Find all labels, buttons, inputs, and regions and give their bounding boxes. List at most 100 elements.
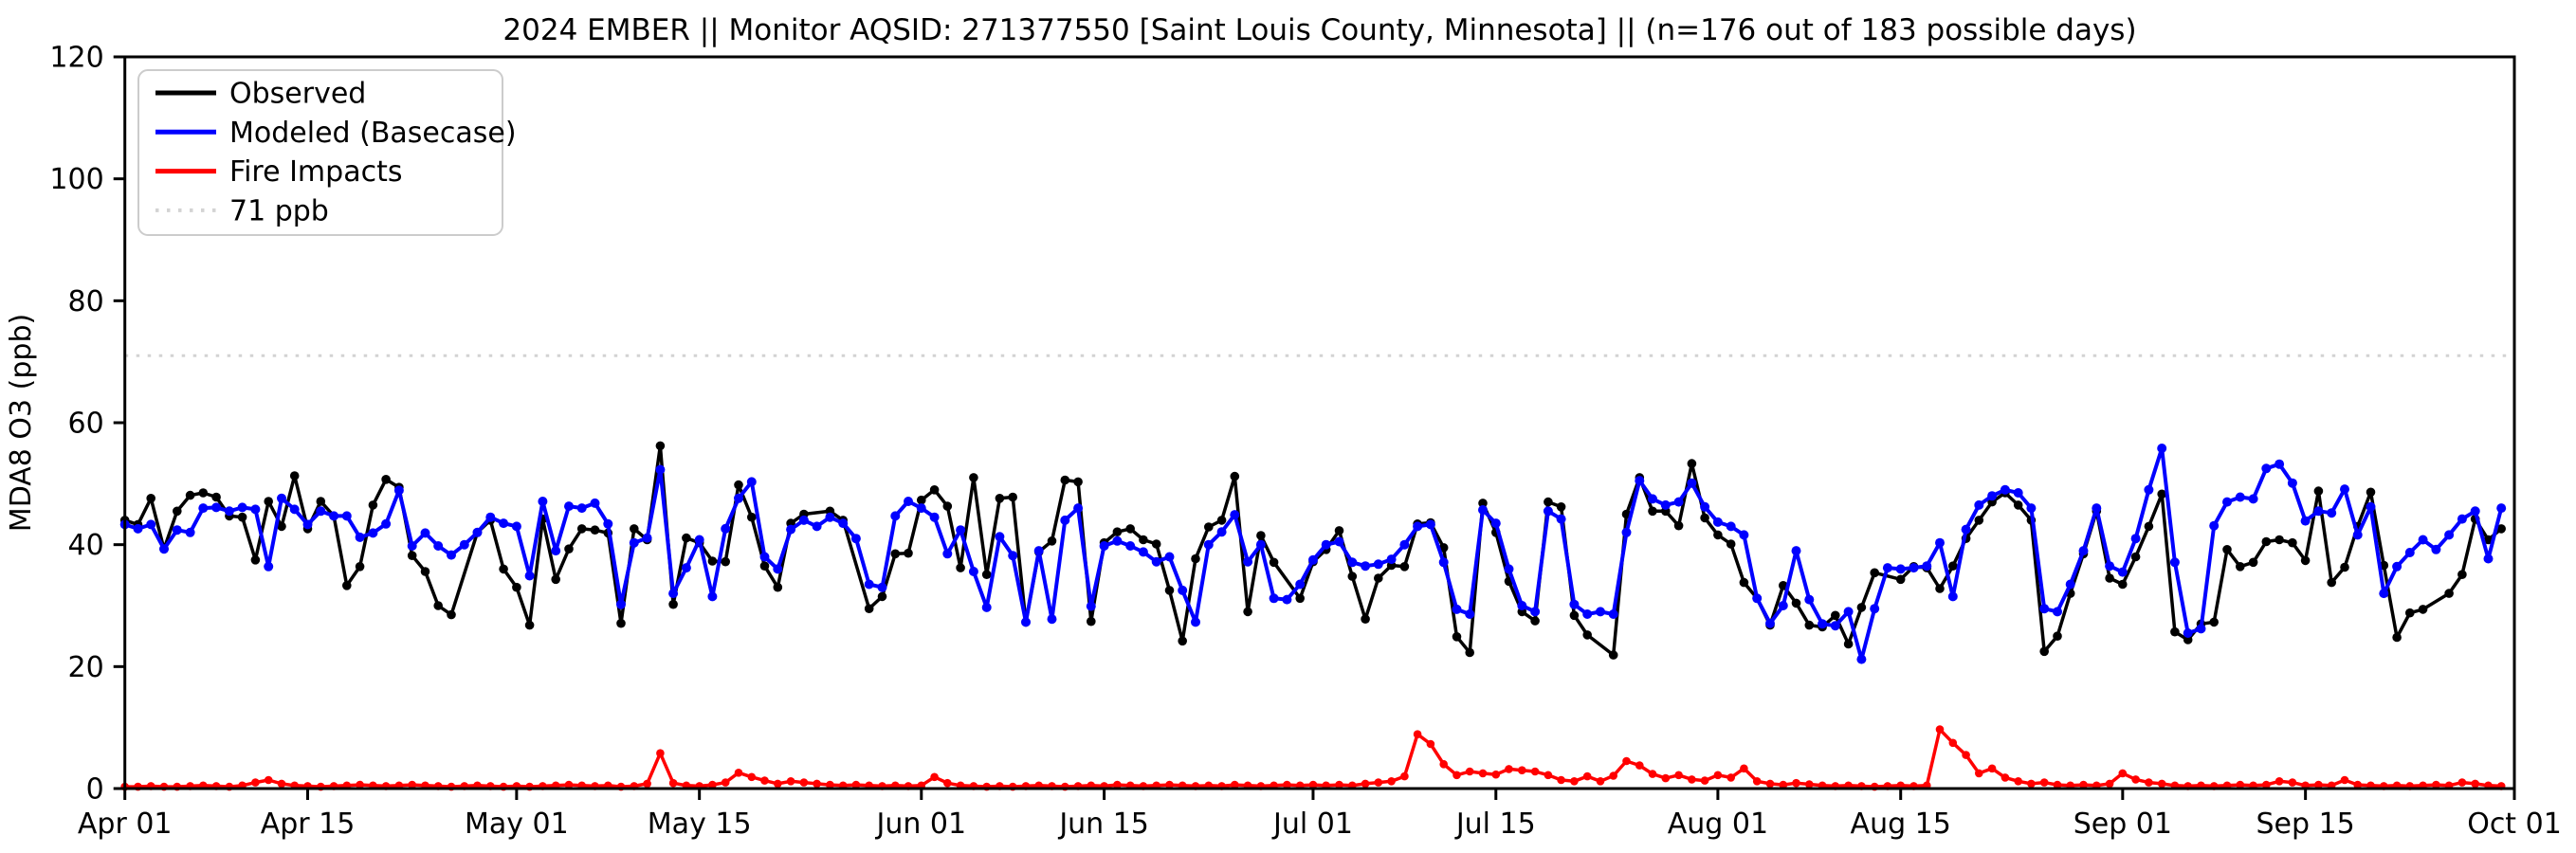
modeled-basecase-point — [1230, 510, 1240, 520]
modeled-basecase-point — [564, 501, 574, 512]
observed-point — [1935, 584, 1945, 593]
fire-impacts-point — [1113, 780, 1122, 789]
modeled-basecase-point — [2300, 516, 2311, 526]
modeled-basecase-point — [1347, 557, 1358, 568]
modeled-basecase-point — [616, 599, 626, 609]
modeled-basecase-point — [2418, 535, 2428, 545]
modeled-basecase-point — [1556, 514, 1566, 524]
observed-markers — [119, 441, 2506, 660]
fire-impacts-point — [1505, 765, 1513, 773]
observed-point — [1295, 593, 1305, 604]
observed-point — [707, 556, 718, 566]
modeled-basecase-point — [2235, 492, 2245, 502]
axes-layer: 0 20 40 60 80 100 120 Apr 01 Apr 15 May 01 May 15 J… — [49, 42, 2561, 842]
fire-impacts-point — [2027, 779, 2036, 789]
modeled-basecase-point — [1909, 563, 1919, 573]
observed-point — [1726, 539, 1736, 549]
observed-point — [1164, 586, 1175, 595]
modeled-basecase-point — [2287, 478, 2297, 488]
modeled-basecase-point — [316, 506, 326, 517]
observed-point — [250, 555, 261, 565]
modeled-basecase-point — [734, 493, 743, 503]
modeled-basecase-point — [237, 502, 247, 513]
observed-point — [447, 609, 456, 620]
observed-point — [1216, 516, 1227, 525]
modeled-basecase-point — [185, 527, 195, 537]
modeled-basecase-point — [2196, 624, 2206, 634]
modeled-basecase-point — [1922, 561, 1932, 572]
fire-impacts-point — [277, 779, 286, 789]
observed-point — [512, 582, 521, 592]
fire-impacts-point — [943, 778, 952, 788]
observed-point — [2457, 570, 2467, 579]
fire-impacts-point — [1622, 756, 1631, 766]
fire-impacts-point — [786, 777, 795, 786]
modeled-basecase-point — [1438, 557, 1449, 568]
modeled-basecase-point — [2457, 514, 2467, 524]
fire-impacts-point — [1779, 780, 1788, 789]
modeled-basecase-point — [2144, 484, 2154, 495]
modeled-basecase-point — [1282, 594, 1292, 605]
modeled-basecase-point — [2275, 459, 2285, 469]
observed-point — [1452, 632, 1462, 642]
modeled-basecase-point — [904, 497, 913, 506]
modeled-basecase-point — [1060, 515, 1070, 525]
modeled-basecase-point — [1112, 535, 1123, 546]
fire-impacts-point — [2079, 780, 2088, 789]
fire-impacts-point — [1283, 780, 1291, 789]
fire-impacts-point — [2014, 777, 2022, 786]
observed-point — [576, 524, 587, 534]
observed-point — [2444, 589, 2454, 598]
observed-point — [564, 544, 574, 554]
observed-point — [2130, 552, 2141, 562]
fire-impacts-point — [930, 772, 939, 782]
observed-point — [1125, 524, 1135, 534]
modeled-basecase-point — [368, 528, 378, 538]
fire-impacts-point — [1765, 779, 1775, 789]
observed-point — [1112, 527, 1123, 536]
x-tick-label: Jul 01 — [1271, 808, 1353, 841]
fire-impacts-point — [2340, 775, 2349, 785]
observed-point — [630, 524, 639, 534]
modeled-basecase-point — [721, 523, 731, 534]
observed-point — [1060, 475, 1070, 485]
fire-impacts-point — [1661, 773, 1671, 783]
modeled-basecase-point — [1125, 541, 1136, 551]
modeled-basecase-point — [1308, 554, 1318, 565]
modeled-basecase-point — [355, 532, 365, 542]
modeled-basecase-point — [2209, 520, 2220, 531]
modeled-basecase-point — [1935, 537, 1945, 548]
observed-point — [2327, 577, 2336, 588]
modeled-basecase-point — [2078, 546, 2089, 556]
observed-point — [1478, 499, 1488, 508]
modeled-basecase-point — [1216, 527, 1227, 537]
fire-impacts-point — [2432, 780, 2440, 789]
y-tick-label: 0 — [86, 773, 104, 807]
fire-impacts-point — [2001, 773, 2010, 782]
modeled-basecase-point — [2261, 463, 2272, 474]
modeled-basecase-point — [2313, 506, 2324, 517]
fire-impacts-point — [1544, 771, 1553, 780]
legend: Observed Modeled (Basecase) Fire Impacts 71… — [137, 69, 517, 236]
observed-point — [2209, 617, 2219, 627]
observed-point — [1739, 577, 1749, 588]
modeled-basecase-point — [1543, 506, 1553, 517]
fire-impacts-point — [2457, 778, 2467, 787]
fire-impacts-point — [1465, 767, 1474, 776]
observed-point — [1831, 610, 1840, 621]
modeled-basecase-point — [2026, 503, 2037, 514]
modeled-basecase-point — [2352, 530, 2363, 540]
modeled-basecase-point — [1243, 556, 1253, 567]
observed-point — [2105, 573, 2114, 583]
modeled-basecase-point — [2483, 554, 2494, 564]
fire-impacts-point — [2118, 769, 2128, 778]
modeled-basecase-point — [759, 552, 770, 562]
observed-point — [2248, 557, 2258, 568]
observed-point — [1556, 502, 1566, 512]
observed-point — [969, 473, 978, 482]
fire-impacts-point — [1308, 780, 1318, 789]
observed-point — [433, 601, 444, 610]
fire-impacts-point — [2039, 778, 2049, 787]
modeled-basecase-point — [1008, 551, 1018, 561]
